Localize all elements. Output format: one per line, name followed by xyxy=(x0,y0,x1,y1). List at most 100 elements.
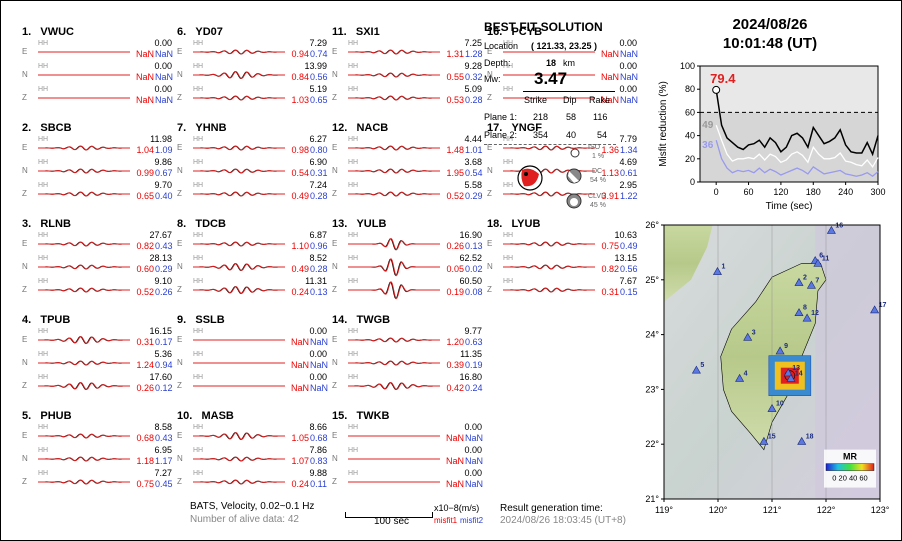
station-title-part: TWGB xyxy=(356,314,391,326)
waveform-trace xyxy=(38,264,130,270)
component-row: E HH 4.44 1.48 1.01 xyxy=(332,134,483,158)
component-label: E xyxy=(487,239,493,248)
misfit2-value: 0.28 xyxy=(310,191,328,201)
station-title-part: SSLB xyxy=(195,314,225,326)
component-row: Z HH 7.24 0.49 0.28 xyxy=(177,180,328,204)
amplitude-value: 6.87 xyxy=(309,230,327,240)
channel-label: HH xyxy=(193,86,204,93)
filter-info: BATS, Velocity, 0.02~0.1 Hz xyxy=(190,501,315,512)
channel-label: HH xyxy=(348,374,359,381)
event-time: 10:01:48 (UT) xyxy=(722,35,818,52)
misfit2-value: NaN xyxy=(155,72,174,82)
component-label: E xyxy=(22,47,28,56)
iso-icon xyxy=(570,148,580,158)
station-map[interactable]: 12345678910111213141516171826°25°24°23°2… xyxy=(642,218,900,520)
component-label: Z xyxy=(487,189,492,198)
amplitude-value: 4.44 xyxy=(464,134,482,144)
station-title: 4. TPUB xyxy=(22,314,70,326)
station-triangle-icon[interactable] xyxy=(794,277,804,286)
chart-xlabel: Time (sec) xyxy=(766,201,813,212)
station-triangle-icon[interactable] xyxy=(802,313,812,322)
station-triangle-icon[interactable] xyxy=(775,346,785,355)
station-triangle-icon[interactable] xyxy=(786,373,796,382)
waveform-trace xyxy=(193,432,285,441)
channel-label: HH xyxy=(348,447,359,454)
misfit2-value: 0.29 xyxy=(465,191,483,201)
solution-heading: BEST FIT SOLUTION xyxy=(484,20,603,34)
station-panel: 1. VWUC E HH 0.00 NaN NaN N HH 0.00 NaN NaN Z HH 0.00… xyxy=(22,26,174,122)
station-title-part: 18. xyxy=(487,218,503,230)
station-triangle-icon[interactable] xyxy=(794,308,804,316)
component-row: E HH 10.63 0.75 0.49 xyxy=(487,230,638,254)
station-triangle-icon[interactable] xyxy=(783,368,793,377)
misfit1-value: 0.42 xyxy=(446,383,464,393)
station-title-part: 10. xyxy=(177,410,193,422)
misfit1-value: 1.24 xyxy=(136,360,154,370)
dashed-divider xyxy=(484,144,616,145)
misfit1-value: 1.18 xyxy=(136,456,154,466)
waveform-trace xyxy=(193,49,285,55)
station-triangle-icon[interactable] xyxy=(712,266,722,275)
component-row: E HH 16.15 0.31 0.17 xyxy=(22,326,173,350)
station-triangle-icon[interactable] xyxy=(691,365,701,374)
component-row: N HH 11.35 0.39 0.19 xyxy=(332,349,483,373)
misfit1-value: NaN xyxy=(445,456,464,466)
amplitude-value: 5.19 xyxy=(309,84,327,94)
station-triangle-icon[interactable] xyxy=(826,225,836,234)
component-row: N HH 9.86 0.99 0.67 xyxy=(22,157,173,181)
station-title: 10. MASB xyxy=(177,410,234,422)
misfit1-value: 1.20 xyxy=(446,337,464,347)
misfit1-value: 0.60 xyxy=(136,264,154,274)
station-title: 11. SXI1 xyxy=(332,26,380,38)
map-lat-label: 22° xyxy=(645,439,659,449)
misfit2-value: 0.63 xyxy=(465,337,483,347)
plane2-label: Plane 2: xyxy=(484,130,518,140)
station-title-part: 16. xyxy=(487,26,503,38)
station-triangle-icon[interactable] xyxy=(759,436,769,445)
result-time-value: 2024/08/26 18:03:45 (UT+8) xyxy=(500,515,626,526)
amplitude-value: 0.00 xyxy=(619,84,637,94)
station-label: 8 xyxy=(803,305,807,312)
component-label: Z xyxy=(22,381,27,390)
misfit1-value: 0.05 xyxy=(446,264,464,274)
waveform-trace xyxy=(193,191,285,197)
station-triangle-icon[interactable] xyxy=(870,305,880,314)
component-label: E xyxy=(487,143,493,152)
misfit1-value: NaN xyxy=(135,72,154,82)
station-triangle-icon[interactable] xyxy=(743,332,753,341)
station-label: 5 xyxy=(700,362,704,369)
channel-label: HH xyxy=(193,424,204,431)
misfit2-value: 0.49 xyxy=(620,241,638,251)
misfit2-value: 0.24 xyxy=(465,383,483,393)
waveform-trace xyxy=(348,280,440,300)
station-triangle-icon[interactable] xyxy=(767,403,777,412)
component-label: Z xyxy=(332,285,337,294)
amplitude-value: 3.68 xyxy=(464,157,482,167)
station-triangle-icon[interactable] xyxy=(813,258,823,267)
misfit2-value: NaN xyxy=(620,95,639,105)
alive-data-info: Number of alive data: 42 xyxy=(190,514,299,525)
waveform-trace xyxy=(193,286,285,295)
channel-label: HH xyxy=(38,470,49,477)
component-row: Z HH 5.09 0.53 0.28 xyxy=(332,84,483,108)
station-title-part: 2. xyxy=(22,122,32,134)
header-strike: Strike xyxy=(524,95,548,105)
component-row: E HH 0.00 NaN NaN xyxy=(332,422,483,446)
channel-label: HH xyxy=(193,328,204,335)
station-triangle-icon[interactable] xyxy=(797,436,807,445)
component-label: E xyxy=(22,335,28,344)
amplitude-value: 9.86 xyxy=(154,157,172,167)
chart-ytick-label: 40 xyxy=(685,131,695,141)
station-title-part: MASB xyxy=(201,410,234,422)
chart-annotation: 36 xyxy=(702,140,714,151)
misfit2-value: 0.56 xyxy=(310,72,328,82)
amplitude-value: 7.67 xyxy=(619,276,637,286)
station-panel: 18. LYUB E HH 10.63 0.75 0.49 N HH 13.15 0.82 0.56… xyxy=(487,218,638,314)
station-title-part: 9. xyxy=(177,314,187,326)
station-panel: 5. PHUB E HH 8.58 0.68 0.43 N HH 6.95 1.18 1.17 Z HH… xyxy=(22,410,173,506)
misfit2-value: 0.68 xyxy=(310,433,328,443)
station-triangle-icon[interactable] xyxy=(806,280,816,289)
beachball-icon xyxy=(517,165,543,191)
station-triangle-icon[interactable] xyxy=(735,373,745,382)
amplitude-value: 5.36 xyxy=(154,349,172,359)
